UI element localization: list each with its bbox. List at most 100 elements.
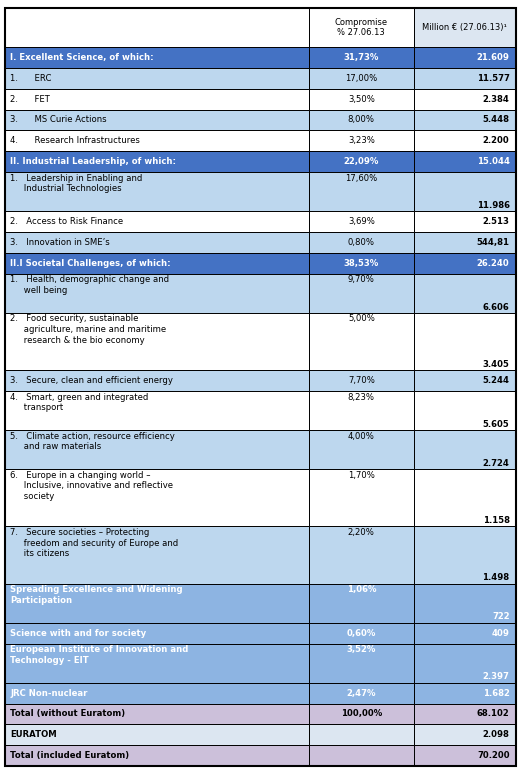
Text: Spreading Excellence and Widening
Participation: Spreading Excellence and Widening Partic… — [10, 585, 183, 604]
Bar — [414, 622, 516, 643]
Text: 2,20%: 2,20% — [348, 528, 375, 537]
Text: Total (included Euratom): Total (included Euratom) — [10, 752, 130, 760]
Text: 3.      MS Curie Actions: 3. MS Curie Actions — [10, 115, 107, 125]
Text: 1.      ERC: 1. ERC — [10, 74, 52, 83]
Text: 4.   Smart, green and integrated
     transport: 4. Smart, green and integrated transport — [10, 392, 149, 413]
Text: 3,52%: 3,52% — [346, 645, 376, 654]
Text: 2.513: 2.513 — [482, 217, 510, 226]
Bar — [309, 88, 414, 110]
Text: II.I Societal Challenges, of which:: II.I Societal Challenges, of which: — [10, 259, 171, 268]
Text: 722: 722 — [492, 612, 510, 622]
Text: 3,23%: 3,23% — [348, 136, 375, 146]
Text: 1.   Leadership in Enabling and
     Industrial Technologies: 1. Leadership in Enabling and Industrial… — [10, 173, 143, 194]
Bar — [5, 67, 309, 88]
Bar — [5, 724, 309, 745]
Bar — [5, 8, 309, 46]
Text: 5,00%: 5,00% — [348, 314, 375, 324]
Text: 8,00%: 8,00% — [348, 115, 375, 125]
Text: 1,06%: 1,06% — [346, 585, 376, 594]
Bar — [5, 274, 309, 313]
Text: 6.606: 6.606 — [483, 303, 510, 312]
Bar — [309, 313, 414, 370]
Text: Science with and for society: Science with and for society — [10, 628, 146, 638]
Bar — [309, 8, 414, 46]
Text: 100,00%: 100,00% — [341, 710, 382, 718]
Bar — [309, 110, 414, 131]
Text: 544,81: 544,81 — [477, 238, 510, 247]
Text: 5.   Climate action, resource efficiency
     and raw materials: 5. Climate action, resource efficiency a… — [10, 432, 175, 451]
Text: 9,70%: 9,70% — [348, 276, 375, 285]
Text: 2.   Access to Risk Finance: 2. Access to Risk Finance — [10, 217, 123, 226]
Text: 3.405: 3.405 — [482, 360, 510, 369]
Bar — [414, 643, 516, 683]
Text: 7,70%: 7,70% — [348, 376, 375, 385]
Bar — [5, 253, 309, 274]
Bar — [309, 173, 414, 211]
Bar — [5, 584, 309, 622]
Bar — [414, 370, 516, 391]
Bar — [414, 724, 516, 745]
Text: 0,80%: 0,80% — [348, 238, 375, 247]
Text: 5.605: 5.605 — [483, 420, 510, 429]
Bar — [5, 683, 309, 704]
Text: 2.   Food security, sustainable
     agriculture, marine and maritime
     resea: 2. Food security, sustainable agricultur… — [10, 314, 167, 345]
Bar — [414, 391, 516, 430]
Bar — [5, 643, 309, 683]
Text: JRC Non-nuclear: JRC Non-nuclear — [10, 689, 88, 697]
Bar — [309, 370, 414, 391]
Bar — [309, 253, 414, 274]
Bar — [5, 173, 309, 211]
Bar — [5, 152, 309, 173]
Bar — [309, 274, 414, 313]
Bar — [309, 683, 414, 704]
Bar — [5, 745, 309, 766]
Text: 3.   Innovation in SME’s: 3. Innovation in SME’s — [10, 238, 110, 247]
Text: 0,60%: 0,60% — [346, 628, 376, 638]
Bar — [414, 745, 516, 766]
Bar — [309, 430, 414, 469]
Text: EURATOM: EURATOM — [10, 731, 57, 739]
Text: 5.448: 5.448 — [482, 115, 510, 125]
Bar — [414, 469, 516, 526]
Text: 8,23%: 8,23% — [348, 392, 375, 402]
Text: 2,47%: 2,47% — [346, 689, 376, 697]
Text: 3,69%: 3,69% — [348, 217, 375, 226]
Bar — [309, 643, 414, 683]
Text: European Institute of Innovation and
Technology - EIT: European Institute of Innovation and Tec… — [10, 645, 189, 665]
Bar — [309, 584, 414, 622]
Bar — [5, 131, 309, 152]
Text: 11.577: 11.577 — [477, 74, 510, 83]
Text: 17,00%: 17,00% — [345, 74, 378, 83]
Text: Total (without Euratom): Total (without Euratom) — [10, 710, 126, 718]
Bar — [5, 313, 309, 370]
Text: I. Excellent Science, of which:: I. Excellent Science, of which: — [10, 53, 154, 62]
Text: 2.200: 2.200 — [483, 136, 510, 146]
Bar — [414, 46, 516, 67]
Bar — [309, 745, 414, 766]
Text: 1,70%: 1,70% — [348, 471, 375, 480]
Bar — [414, 8, 516, 46]
Text: 5.244: 5.244 — [482, 376, 510, 385]
Text: 1.498: 1.498 — [482, 574, 510, 582]
Bar — [5, 232, 309, 253]
Text: 2.397: 2.397 — [482, 672, 510, 681]
Text: 26.240: 26.240 — [477, 259, 510, 268]
Bar — [309, 46, 414, 67]
Bar — [414, 584, 516, 622]
Bar — [414, 253, 516, 274]
Bar — [5, 469, 309, 526]
Text: 68.102: 68.102 — [477, 710, 510, 718]
Text: 3.   Secure, clean and efficient energy: 3. Secure, clean and efficient energy — [10, 376, 173, 385]
Bar — [5, 46, 309, 67]
Bar — [309, 232, 414, 253]
Text: 4,00%: 4,00% — [348, 432, 375, 440]
Bar — [309, 211, 414, 232]
Text: 1.158: 1.158 — [482, 516, 510, 525]
Text: 6.   Europe in a changing world –
     Inclusive, innovative and reflective
    : 6. Europe in a changing world – Inclusiv… — [10, 471, 173, 501]
Text: 4.      Research Infrastructures: 4. Research Infrastructures — [10, 136, 140, 146]
Bar — [309, 469, 414, 526]
Text: 70.200: 70.200 — [477, 752, 510, 760]
Text: 2.724: 2.724 — [482, 459, 510, 467]
Bar — [5, 391, 309, 430]
Bar — [414, 430, 516, 469]
